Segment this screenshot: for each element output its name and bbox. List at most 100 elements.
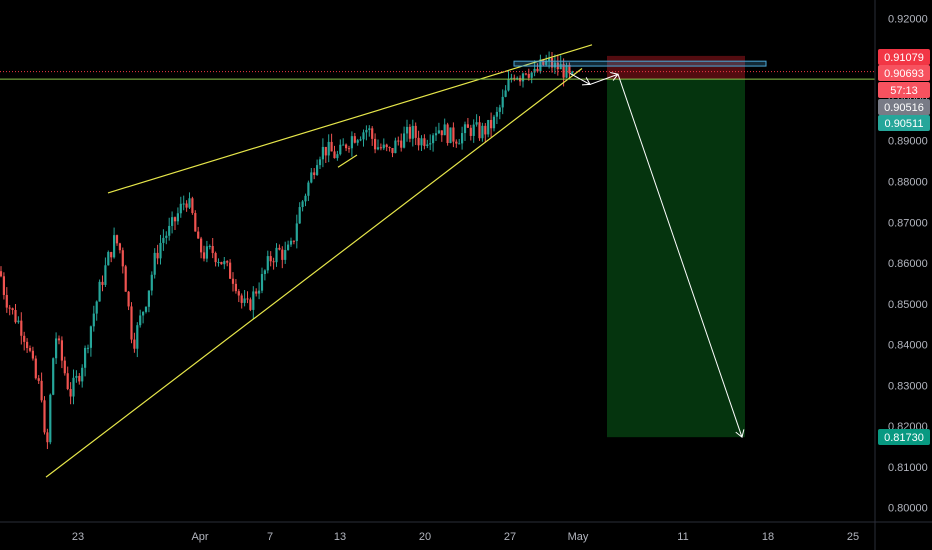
candle-body (568, 64, 571, 74)
candle-body (324, 146, 327, 156)
candle-body (318, 159, 322, 166)
candle-body (542, 59, 545, 65)
candle-body (403, 133, 406, 148)
drawings-layer (0, 44, 875, 478)
x-tick-label: 20 (419, 531, 431, 543)
candle-body (414, 125, 417, 138)
candle-body (72, 377, 75, 397)
candle-body (571, 71, 574, 74)
candle-body (142, 311, 145, 316)
candle-body (307, 182, 310, 196)
candle-body (136, 325, 139, 349)
candle-body (110, 252, 113, 258)
candle-body (533, 68, 536, 73)
candle-body (388, 147, 391, 149)
candle-body (46, 432, 49, 443)
candle-body (20, 320, 23, 336)
candle-body (243, 298, 246, 303)
candle-body (49, 394, 52, 443)
candle-body (69, 388, 72, 397)
candle-body (391, 148, 394, 154)
candle-body (478, 122, 481, 139)
candle-body (449, 127, 452, 144)
candle-body (107, 252, 110, 266)
candle-body (472, 124, 475, 136)
y-tick-label: 0.87000 (888, 217, 928, 229)
candle-body (14, 310, 17, 323)
candle-body (475, 122, 478, 125)
candle-body (234, 283, 237, 292)
candle-body (40, 380, 43, 401)
candle-body (263, 270, 266, 275)
candle-body (490, 119, 493, 129)
candle-body (275, 247, 278, 263)
candle-body (521, 73, 525, 82)
candle-body (34, 358, 37, 379)
candle-body (115, 235, 119, 244)
price-tag-label: 0.91079 (884, 52, 924, 64)
candle-body (86, 347, 90, 349)
candle-body (147, 290, 150, 307)
candle-body (153, 252, 156, 275)
candle-body (269, 256, 272, 262)
candle-body (266, 256, 269, 271)
candle-body (501, 96, 504, 108)
candle-body (246, 298, 249, 300)
price-tag-bg (878, 99, 930, 115)
price-tag-bg (878, 429, 930, 445)
candle-body (333, 151, 336, 159)
candle-body (362, 132, 365, 140)
candle-body (368, 128, 371, 131)
candle-body (197, 231, 200, 239)
candle-body (504, 90, 507, 97)
candle-body (124, 266, 127, 292)
candle-body (287, 244, 290, 250)
candle-body (165, 235, 168, 238)
candle-body (376, 147, 380, 150)
candle-body (330, 141, 333, 152)
candle-body (466, 124, 469, 128)
candle-body (513, 77, 516, 79)
candle-body (121, 250, 124, 267)
candle-body (133, 339, 136, 349)
candle-body (304, 195, 307, 202)
resistance-zone-box (513, 60, 767, 67)
candle-body (420, 138, 423, 146)
candle-body (127, 291, 130, 307)
candle-body (118, 243, 121, 251)
price-tag-bg (878, 65, 930, 81)
candle-body (185, 203, 188, 208)
price-tag-label: 0.81730 (884, 432, 924, 444)
candle-body (530, 72, 533, 78)
candle-body (397, 140, 400, 142)
candle-body (23, 335, 26, 342)
candle-body (446, 124, 449, 144)
x-tick-label: Apr (191, 531, 208, 543)
candle-body (249, 299, 252, 310)
candle-body (316, 165, 319, 176)
arrow-head-1 (735, 429, 745, 439)
candle-body (226, 261, 229, 263)
candle-body (310, 172, 313, 183)
candle-body (208, 246, 211, 248)
candle-body (524, 73, 527, 75)
candle-body (284, 249, 287, 260)
candle-body (258, 290, 261, 294)
candle-body (0, 271, 3, 277)
candle-body (545, 60, 548, 65)
candle-body (382, 144, 385, 149)
price-tag-label: 0.90511 (885, 118, 924, 130)
candle-body (498, 107, 501, 112)
candle-body (63, 360, 66, 374)
candle-body (350, 136, 353, 149)
candle-body (139, 315, 142, 326)
lower-trendline (45, 68, 583, 478)
candle-body (89, 326, 92, 348)
candle-body (200, 238, 203, 253)
candle-body (548, 57, 551, 61)
candle-body (182, 203, 185, 205)
candle-body (229, 262, 232, 279)
x-tick-label: 11 (677, 531, 688, 543)
